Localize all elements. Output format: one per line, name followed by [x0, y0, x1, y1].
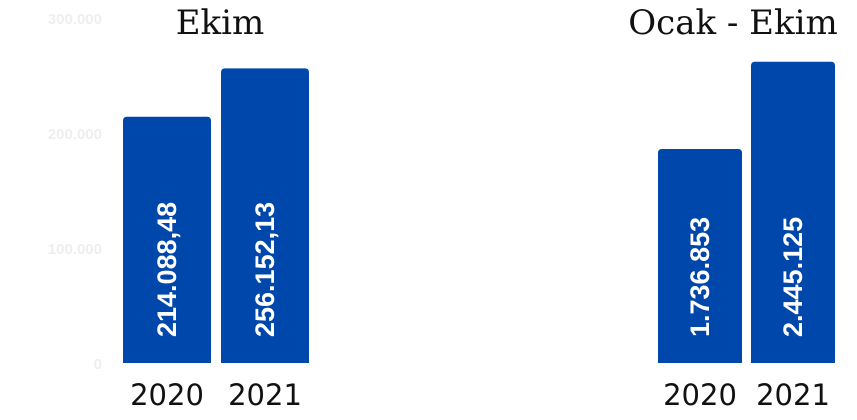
y-axis: 0 100.000 200.000 300.000	[48, 11, 102, 373]
chart-title: Ocak - Ekim	[628, 3, 837, 43]
chart-title: Ekim	[176, 3, 265, 43]
y-tick-label: 200.000	[48, 126, 102, 143]
y-tick-label: 300.000	[48, 11, 102, 28]
chart-panel-ocak-ekim: Ocak - Ekim 1.736.853 2020 2.445.125 2021	[628, 3, 837, 412]
chart-panel-ekim: Ekim 214.088,48 2020 256.152,13 2021	[123, 3, 309, 412]
bar-value-label: 256.152,13	[250, 202, 280, 337]
x-tick-label: 2021	[756, 378, 830, 412]
x-tick-label: 2020	[663, 378, 737, 412]
bar-value-label: 2.445.125	[778, 217, 808, 337]
y-tick-label: 100.000	[48, 241, 102, 258]
bar-value-label: 1.736.853	[685, 217, 715, 337]
bar	[221, 68, 309, 363]
bar	[123, 116, 211, 363]
bar	[658, 148, 742, 363]
x-tick-label: 2021	[228, 378, 302, 412]
bar-value-label: 214.088,48	[152, 202, 182, 337]
x-tick-label: 2020	[130, 378, 204, 412]
bar	[751, 61, 835, 363]
y-tick-label: 0	[94, 356, 102, 373]
